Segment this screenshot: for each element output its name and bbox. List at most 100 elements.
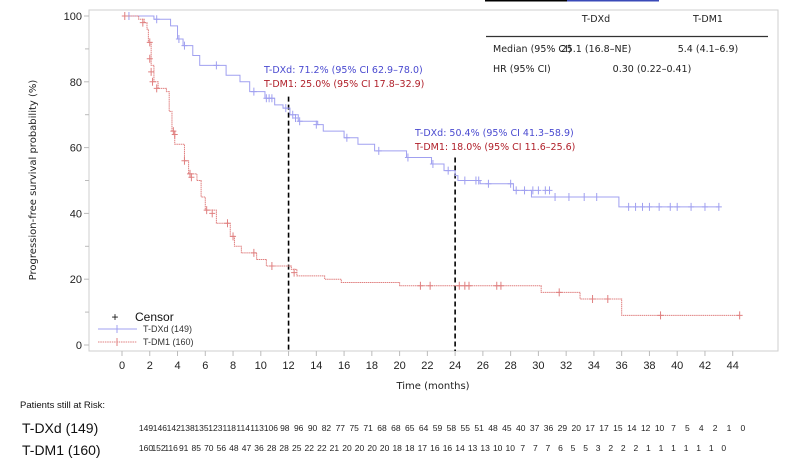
censor-mark-tdm1 [171, 130, 178, 139]
censor-mark-tdxd [292, 113, 299, 122]
censor-mark-tdxd [674, 202, 681, 211]
at-risk-value-tdxd: 14 [627, 423, 637, 433]
at-risk-value-tdm1: 16 [430, 443, 440, 453]
reference-lines [287, 96, 456, 351]
at-risk-label-tdxd: T-DXd (149) [22, 420, 98, 436]
at-risk-value-tdxd: 118 [222, 423, 236, 433]
censor-mark-tdm1 [139, 18, 146, 27]
x-tick-label: 42 [699, 360, 711, 372]
censor-mark-tdm1 [209, 209, 216, 218]
censor-mark-tdxd [688, 202, 695, 211]
censor-mark-tdxd [701, 202, 708, 211]
at-risk-value-tdm1: 47 [242, 443, 252, 453]
at-risk-value-tdm1: 1 [684, 443, 689, 453]
at-risk-value-tdxd: 59 [433, 423, 443, 433]
censor-mark-tdxd [485, 179, 492, 188]
at-risk-value-tdxd: 5 [685, 423, 690, 433]
legend: + Censor T-DXd (149) T-DM1 (160) [98, 310, 194, 347]
at-risk-value-tdm1: 21 [330, 443, 340, 453]
x-tick-label: 2 [147, 360, 153, 372]
summary-row-median-tdxd: 25.1 (16.8–NE) [561, 44, 632, 55]
summary-table: T-DXd T-DM1 Median (95% CI) 25.1 (16.8–N… [486, 14, 768, 75]
at-risk-value-tdm1: 20 [367, 443, 377, 453]
y-tick-label: 0 [76, 340, 82, 352]
header-bar-black [485, 0, 567, 2]
at-risk-value-tdxd: 45 [502, 423, 512, 433]
at-risk-value-tdm1: 48 [229, 443, 239, 453]
at-risk-value-tdxd: 0 [740, 423, 745, 433]
censor-mark-tdxd [289, 110, 296, 119]
x-tick-label: 18 [366, 360, 378, 372]
y-tick-label: 20 [70, 274, 82, 286]
at-risk-value-tdxd: 1 [727, 423, 732, 433]
censor-mark-tdm1 [187, 169, 194, 178]
censor-mark-tdxd [507, 179, 514, 188]
annotation-24mo-tdm1: T-DM1: 18.0% (95% CI 11.6–25.6) [414, 142, 575, 153]
at-risk-value-tdm1: 10 [493, 443, 503, 453]
x-tick-label: 20 [393, 360, 405, 372]
at-risk-value-tdxd: 15 [613, 423, 623, 433]
at-risk-value-tdxd: 113 [250, 423, 264, 433]
at-risk-table: Patients still at Risk: T-DXd (149) T-DM… [20, 400, 745, 458]
at-risk-value-tdxd: 17 [599, 423, 609, 433]
x-tick-label: 22 [421, 360, 433, 372]
censor-mark-tdm1 [250, 248, 257, 257]
censor-mark-tdxd [153, 15, 160, 24]
at-risk-value-tdm1: 18 [405, 443, 415, 453]
x-tick-label: 28 [505, 360, 517, 372]
censor-mark-tdm1 [148, 67, 155, 76]
x-tick-label: 40 [671, 360, 683, 372]
x-tick-label: 30 [532, 360, 544, 372]
at-risk-value-tdm1: 1 [709, 443, 714, 453]
at-risk-value-tdxd: 10 [655, 423, 665, 433]
summary-row-median-tdm1: 5.4 (4.1–6.9) [678, 44, 739, 55]
at-risk-value-tdm1: 5 [583, 443, 588, 453]
censor-mark-tdxd [646, 202, 653, 211]
at-risk-value-tdm1: 56 [217, 443, 227, 453]
legend-label-tdxd: T-DXd (149) [143, 324, 192, 334]
y-axis: 0 20 40 60 80 100 [64, 11, 89, 352]
at-risk-value-tdxd: 55 [461, 423, 471, 433]
censor-mark-tdm1 [230, 232, 237, 241]
at-risk-value-tdm1: 22 [317, 443, 327, 453]
at-risk-value-tdm1: 7 [546, 443, 551, 453]
at-risk-value-tdm1: 160 [139, 443, 153, 453]
at-risk-value-tdxd: 90 [308, 423, 318, 433]
survival-curves [121, 12, 743, 320]
censor-mark-tdxd [513, 186, 520, 195]
y-tick-label: 60 [70, 143, 82, 155]
at-risk-value-tdm1: 18 [392, 443, 402, 453]
at-risk-value-tdm1: 17 [418, 443, 428, 453]
censor-mark-tdm1 [149, 77, 156, 86]
at-risk-value-tdxd: 114 [236, 423, 250, 433]
censor-mark-tdxd [565, 192, 572, 201]
censor-mark-tdxd [313, 120, 320, 129]
censor-mark-tdm1 [497, 281, 504, 290]
at-risk-value-tdm1: 10 [506, 443, 516, 453]
at-risk-value-tdxd: 146 [153, 423, 167, 433]
censor-mark-tdxd [667, 202, 674, 211]
x-tick-label: 38 [643, 360, 655, 372]
curve-tdxd [122, 15, 719, 208]
censor-mark-tdxd [296, 117, 303, 126]
censor-mark-tdxd [429, 160, 436, 169]
at-risk-value-tdxd: 149 [139, 423, 153, 433]
annotation-12mo-tdm1: T-DM1: 25.0% (95% CI 17.8–32.9) [263, 79, 424, 90]
summary-row-hr-label: HR (95% CI) [493, 64, 551, 75]
header-bar-blue [567, 0, 659, 2]
censor-mark-tdxd [632, 202, 639, 211]
at-risk-value-tdxd: 36 [544, 423, 554, 433]
censor-mark-tdxd [581, 192, 588, 201]
at-risk-title: Patients still at Risk: [20, 400, 105, 411]
y-tick-label: 80 [70, 77, 82, 89]
at-risk-value-tdxd: 138 [181, 423, 195, 433]
at-risk-value-tdxd: 135 [194, 423, 208, 433]
at-risk-value-tdxd: 106 [264, 423, 278, 433]
censor-mark-tdxd [461, 176, 468, 185]
at-risk-value-tdm1: 20 [355, 443, 365, 453]
at-risk-value-tdxd: 58 [447, 423, 457, 433]
x-tick-label: 4 [174, 360, 180, 372]
at-risk-value-tdm1: 13 [480, 443, 490, 453]
at-risk-value-tdxd: 29 [558, 423, 568, 433]
censor-mark-tdm1 [181, 156, 188, 165]
